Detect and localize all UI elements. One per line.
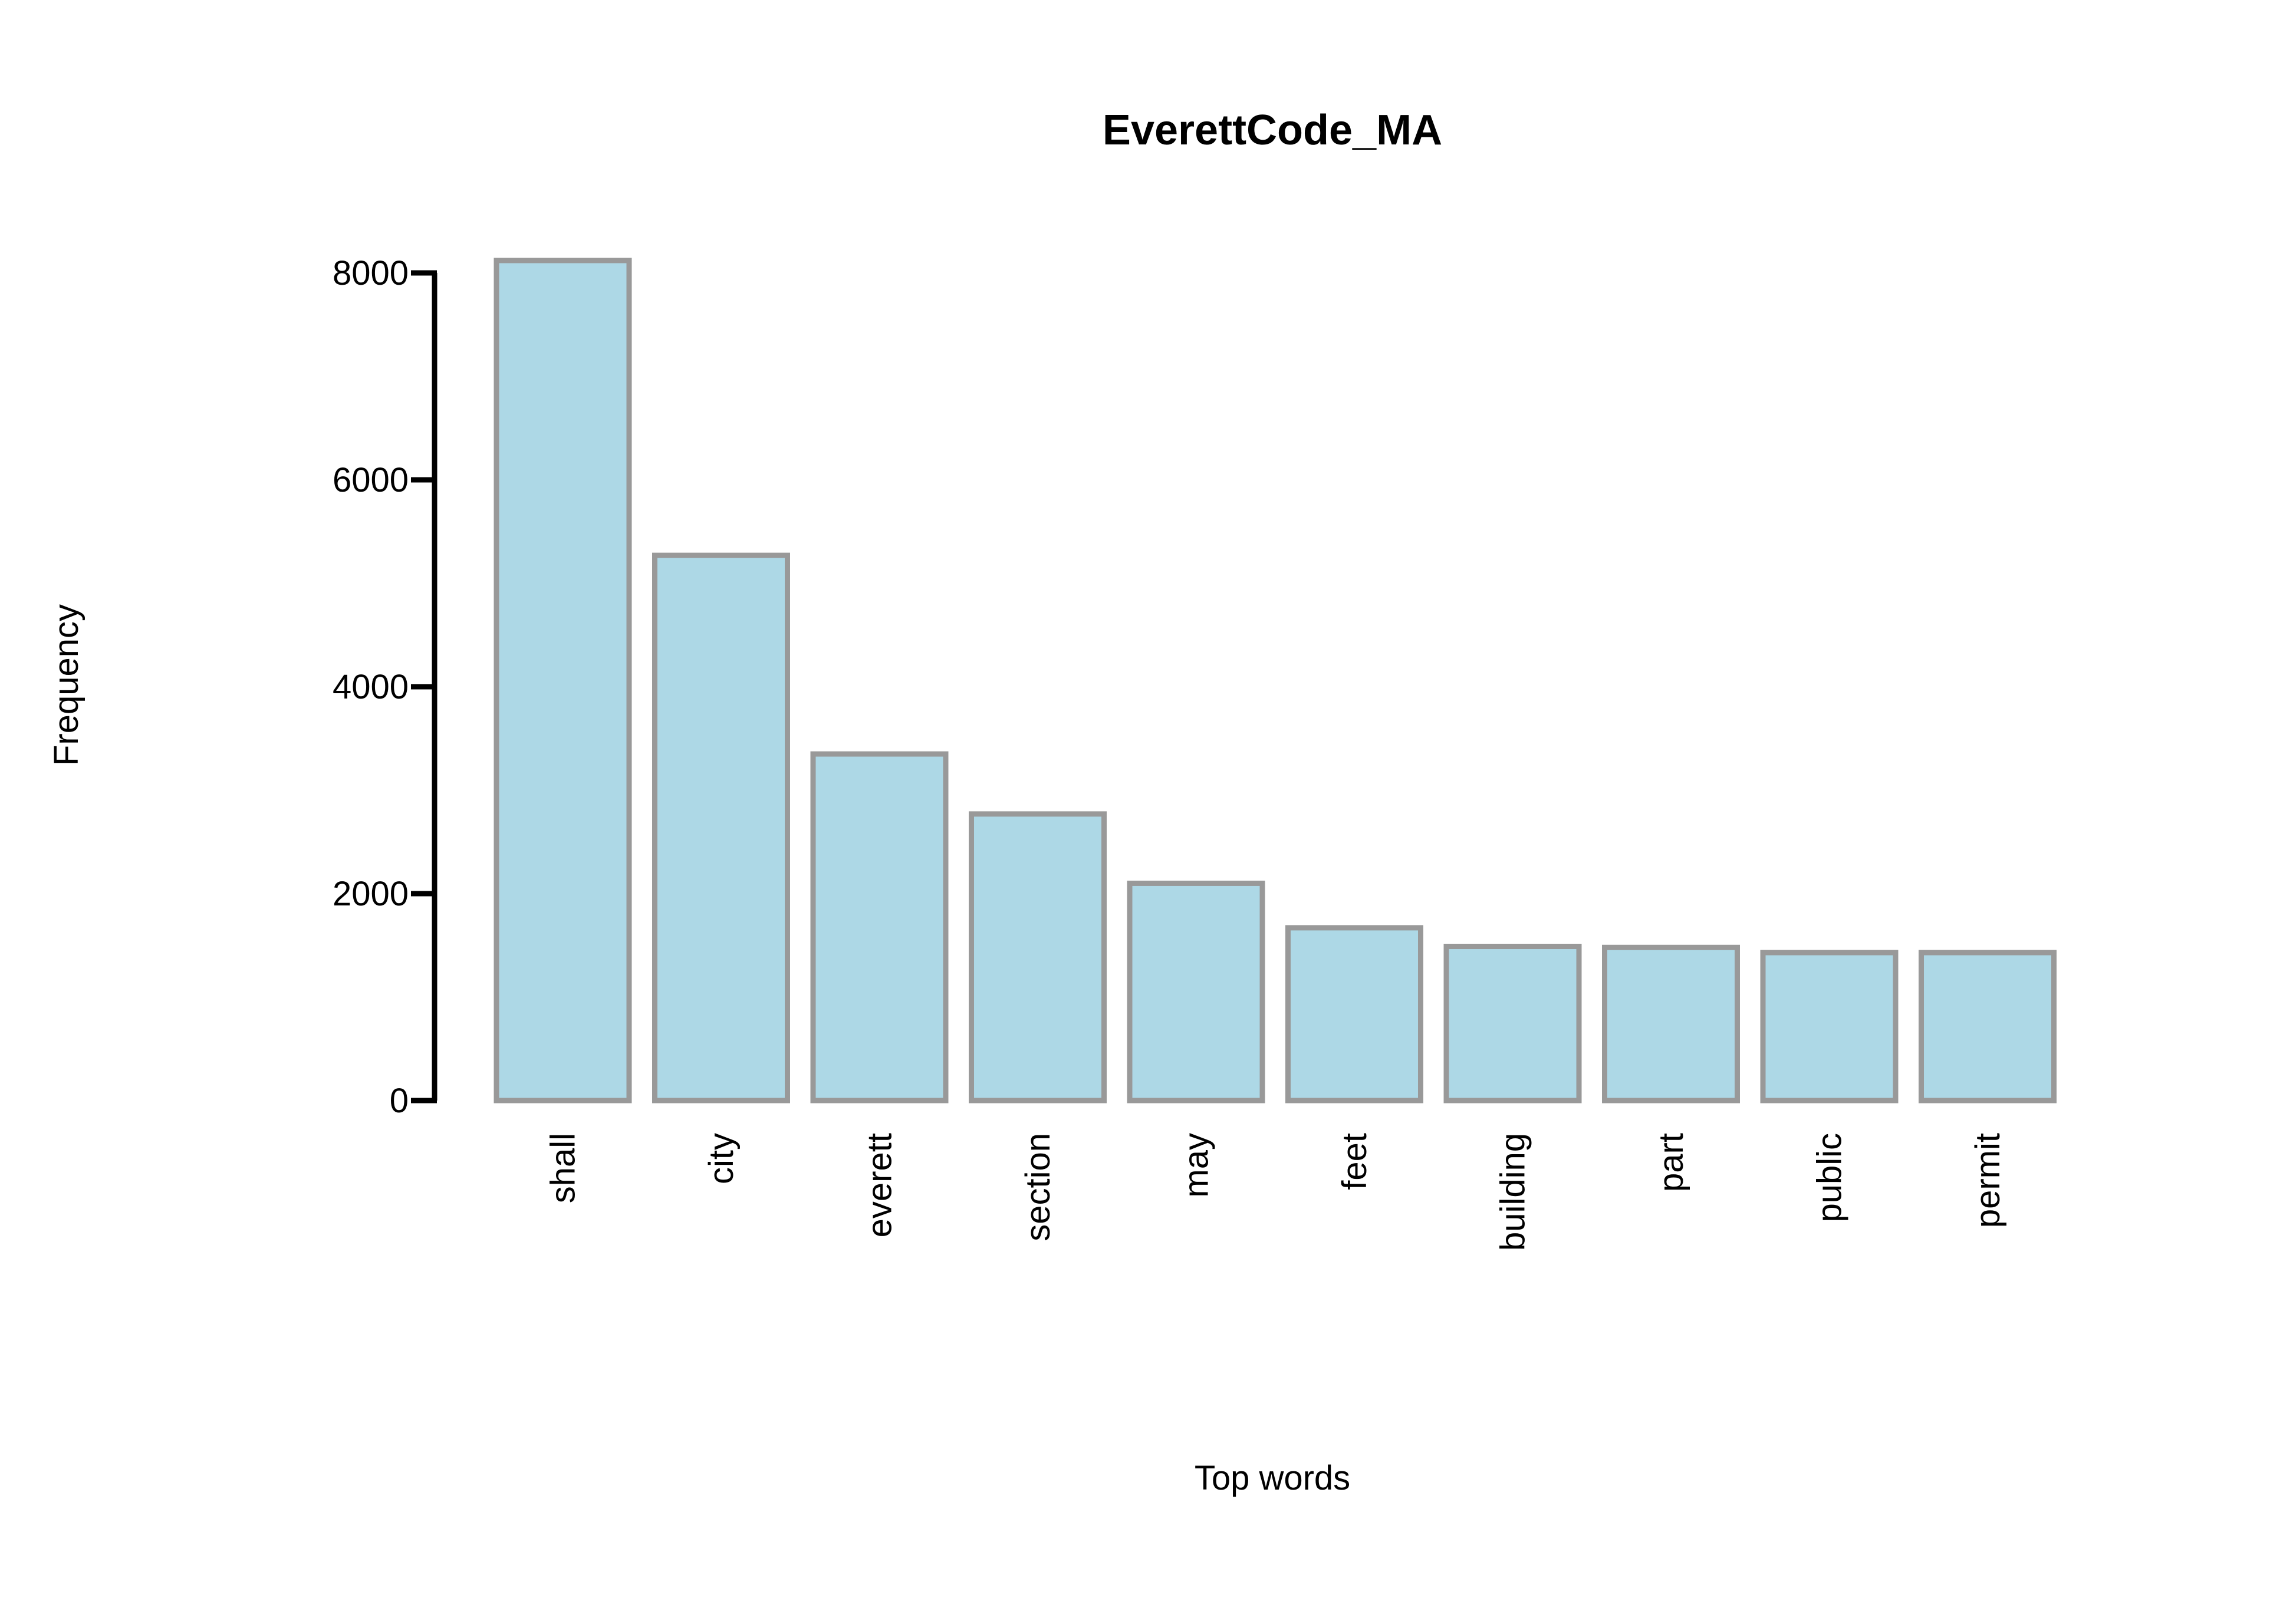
y-axis: 0 2000 4000 6000 8000 [333,254,437,1120]
y-tick-label: 6000 [333,461,409,499]
y-tick-label: 4000 [333,668,409,706]
x-tick-label-public: public [1811,1133,1849,1223]
bar-feet [1285,925,1423,1103]
bar-may [1127,880,1265,1103]
bar-section [969,811,1107,1103]
x-tick-label-section: section [1019,1133,1057,1241]
x-tick-label-part: part [1652,1133,1690,1192]
x-axis-label: Top words [1195,1459,1350,1497]
bar-everett [810,751,949,1103]
bar-building [1443,944,1582,1103]
bar-part [1602,944,1740,1103]
y-tick-label: 8000 [333,254,409,292]
bar-shall [494,258,632,1103]
x-tick-label-feet: feet [1335,1133,1374,1190]
x-tick-label-everett: everett [861,1133,899,1237]
y-tick-label: 2000 [333,875,409,913]
chart-title: EverettCode_MA [1103,107,1442,154]
bar-city [652,552,790,1103]
bar-permit [1919,950,2057,1103]
x-tick-label-permit: permit [1969,1133,2007,1228]
x-tick-label-city: city [702,1133,741,1184]
bars-group [494,258,2057,1103]
x-tick-label-building: building [1494,1133,1532,1251]
bar-public [1760,950,1899,1103]
x-tick-label-may: may [1177,1133,1216,1198]
x-tick-label-shall: shall [544,1133,583,1203]
y-axis-label: Frequency [47,604,85,766]
y-tick-label: 0 [390,1082,409,1120]
x-tick-labels: shall city everett section may feet building pa… [544,1133,2008,1251]
